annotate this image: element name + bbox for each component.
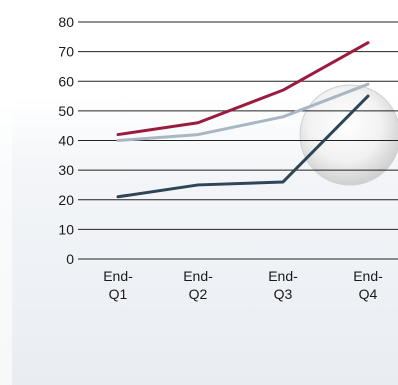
y-tick-label: 70 [58,44,74,60]
x-tick-label: End-Q2 [183,268,213,302]
y-tick-label: 30 [58,162,74,178]
y-tick-label: 60 [58,73,74,89]
y-axis-tick-labels: 0 10 20 30 40 50 60 70 80 [58,14,74,267]
data-series [116,41,370,199]
series-line-1 [116,41,370,137]
x-tick-label: End-Q4 [353,268,383,302]
x-tick-label: End-Q3 [268,268,298,302]
y-tick-label: 10 [58,221,74,237]
y-tick-label: 50 [58,103,74,119]
gridlines [78,21,398,260]
x-tick-label: End-Q1 [103,268,133,302]
series-line-2 [116,82,370,142]
y-tick-label: 40 [58,133,74,149]
glass-bubble-decoration [299,84,398,186]
y-tick-label: 0 [66,251,74,267]
y-tick-label: 80 [58,14,74,30]
series-line-3 [116,94,370,199]
x-axis-tick-labels: End-Q1 End-Q2 End-Q3 End-Q4 [103,268,383,302]
y-tick-label: 20 [58,192,74,208]
